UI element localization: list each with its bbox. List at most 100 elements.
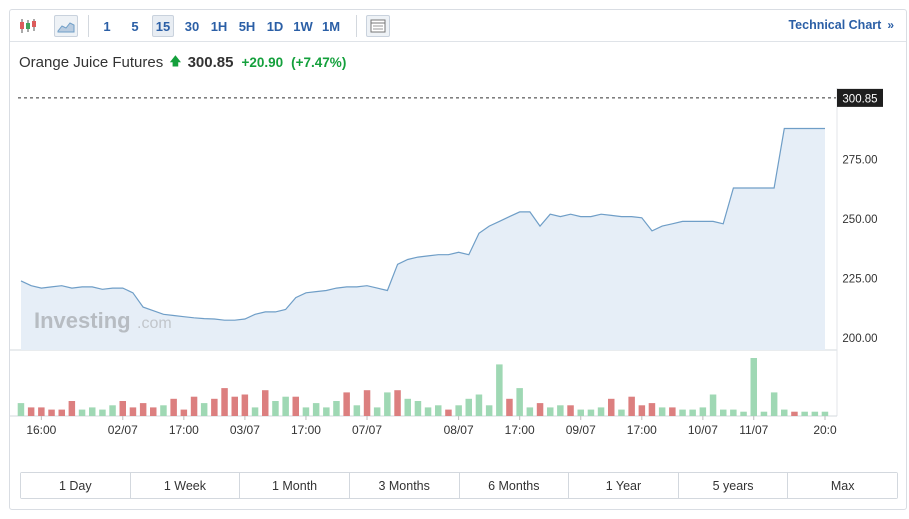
volume-bar bbox=[251, 407, 259, 416]
technical-chart-link[interactable]: Technical Chart » bbox=[788, 18, 894, 32]
range-button-max[interactable]: Max bbox=[788, 473, 897, 498]
x-tick-label: 08/07 bbox=[444, 423, 474, 437]
volume-bar bbox=[475, 394, 483, 416]
interval-button-1h[interactable]: 1H bbox=[210, 18, 228, 34]
volume-bar bbox=[404, 398, 411, 416]
range-button-3-months[interactable]: 3 Months bbox=[349, 473, 460, 498]
volume-bar bbox=[170, 398, 177, 416]
volume-bar bbox=[221, 388, 228, 416]
x-tick-label: 17:00 bbox=[169, 423, 199, 437]
indicators-icon[interactable] bbox=[366, 15, 390, 37]
volume-bar bbox=[760, 411, 768, 416]
volume-bar bbox=[302, 407, 310, 416]
interval-button-1w[interactable]: 1W bbox=[293, 18, 313, 34]
technical-chart-label: Technical Chart bbox=[788, 18, 882, 32]
x-tick-label: 11/07 bbox=[739, 423, 768, 437]
volume-bar bbox=[78, 409, 86, 416]
x-tick-label: 16:00 bbox=[26, 423, 56, 437]
volume-bar bbox=[669, 407, 676, 416]
volume-bar bbox=[129, 407, 137, 416]
volume-bar bbox=[801, 411, 808, 416]
volume-bar bbox=[17, 403, 25, 416]
volume-bar bbox=[333, 401, 340, 416]
volume-bar bbox=[282, 396, 289, 416]
volume-bar bbox=[608, 398, 615, 416]
range-button-5-years[interactable]: 5 years bbox=[678, 473, 789, 498]
volume-bar bbox=[791, 411, 798, 416]
volume-bar bbox=[424, 407, 432, 416]
volume-bar bbox=[496, 364, 503, 416]
volume-bar bbox=[770, 392, 778, 416]
interval-button-15[interactable]: 15 bbox=[152, 15, 174, 37]
volume-bar bbox=[119, 401, 126, 416]
volume-bar bbox=[150, 407, 157, 416]
volume-bar bbox=[58, 409, 65, 416]
volume-bar bbox=[516, 388, 523, 416]
interval-button-1[interactable]: 1 bbox=[103, 18, 111, 34]
interval-button-1m[interactable]: 1M bbox=[321, 18, 341, 34]
volume-bar bbox=[547, 407, 554, 416]
x-tick-label: 17:00 bbox=[291, 423, 321, 437]
volume-bar bbox=[811, 411, 819, 416]
x-tick-label: 07/07 bbox=[352, 423, 382, 437]
volume-bar bbox=[180, 409, 188, 416]
area-chart-icon[interactable] bbox=[54, 15, 78, 37]
volume-bar bbox=[312, 403, 320, 416]
volume-bar bbox=[720, 409, 727, 416]
volume-bar bbox=[435, 405, 442, 416]
x-tick-label: 03/07 bbox=[230, 423, 260, 437]
interval-button-5[interactable]: 5 bbox=[131, 18, 139, 34]
volume-bar bbox=[231, 396, 238, 416]
interval-button-30[interactable]: 30 bbox=[184, 18, 200, 34]
volume-bar bbox=[648, 403, 656, 416]
volume-bar bbox=[709, 394, 717, 416]
range-button-1-month[interactable]: 1 Month bbox=[240, 473, 350, 498]
price-change: +20.90 bbox=[241, 55, 284, 70]
range-button-1-week[interactable]: 1 Week bbox=[130, 473, 241, 498]
volume-bar bbox=[99, 409, 106, 416]
price-change-percent: (+7.47%) bbox=[291, 55, 347, 70]
volume-bar bbox=[567, 405, 574, 416]
instrument-name: Orange Juice Futures bbox=[19, 54, 164, 71]
volume-bar bbox=[506, 398, 513, 416]
volume-bar bbox=[587, 409, 595, 416]
x-tick-label: 09/07 bbox=[566, 423, 596, 437]
volume-bar bbox=[781, 409, 788, 416]
volume-bar bbox=[200, 403, 208, 416]
volume-bar bbox=[394, 390, 401, 416]
volume-bar bbox=[27, 407, 35, 416]
x-tick-label: 02/07 bbox=[108, 423, 138, 437]
watermark-brand: Investing bbox=[34, 308, 131, 333]
x-tick-label: 17:00 bbox=[627, 423, 657, 437]
volume-bar bbox=[597, 407, 605, 416]
volume-bar bbox=[109, 405, 116, 416]
volume-bar bbox=[618, 409, 625, 416]
range-button-1-year[interactable]: 1 Year bbox=[569, 473, 679, 498]
volume-bar bbox=[48, 409, 55, 416]
volume-bar bbox=[730, 409, 737, 416]
volume-bar bbox=[526, 407, 534, 416]
volume-bar bbox=[445, 409, 452, 416]
volume-bar bbox=[241, 394, 249, 416]
volume-bar bbox=[373, 407, 381, 416]
x-tick-label: 10/07 bbox=[688, 423, 718, 437]
range-button-1-day[interactable]: 1 Day bbox=[21, 473, 131, 498]
volume-bar bbox=[160, 405, 167, 416]
y-tick-label: 225.00 bbox=[842, 274, 877, 286]
chart-toolbar: 1 5 15 30 1H 5H 1D 1W 1M Technical Chart» bbox=[10, 10, 906, 42]
price-area bbox=[21, 128, 825, 350]
interval-button-5h[interactable]: 5H bbox=[238, 18, 256, 34]
volume-bar bbox=[455, 405, 462, 416]
volume-bar bbox=[272, 401, 279, 416]
candlestick-icon[interactable] bbox=[16, 15, 40, 37]
price-chart[interactable]: Investing .com 300.85 200.00 225.00 250.00 275… bbox=[0, 0, 909, 470]
range-button-6-months[interactable]: 6 Months bbox=[459, 473, 570, 498]
chevron-right-icon: » bbox=[887, 18, 894, 32]
volume-bar bbox=[821, 411, 829, 416]
volume-bar bbox=[485, 405, 493, 416]
interval-button-1d[interactable]: 1D bbox=[266, 18, 284, 34]
volume-bar bbox=[536, 403, 544, 416]
x-tick-label: 17:00 bbox=[505, 423, 535, 437]
volume-bar bbox=[557, 405, 564, 416]
last-value-label: 300.85 bbox=[842, 93, 877, 105]
